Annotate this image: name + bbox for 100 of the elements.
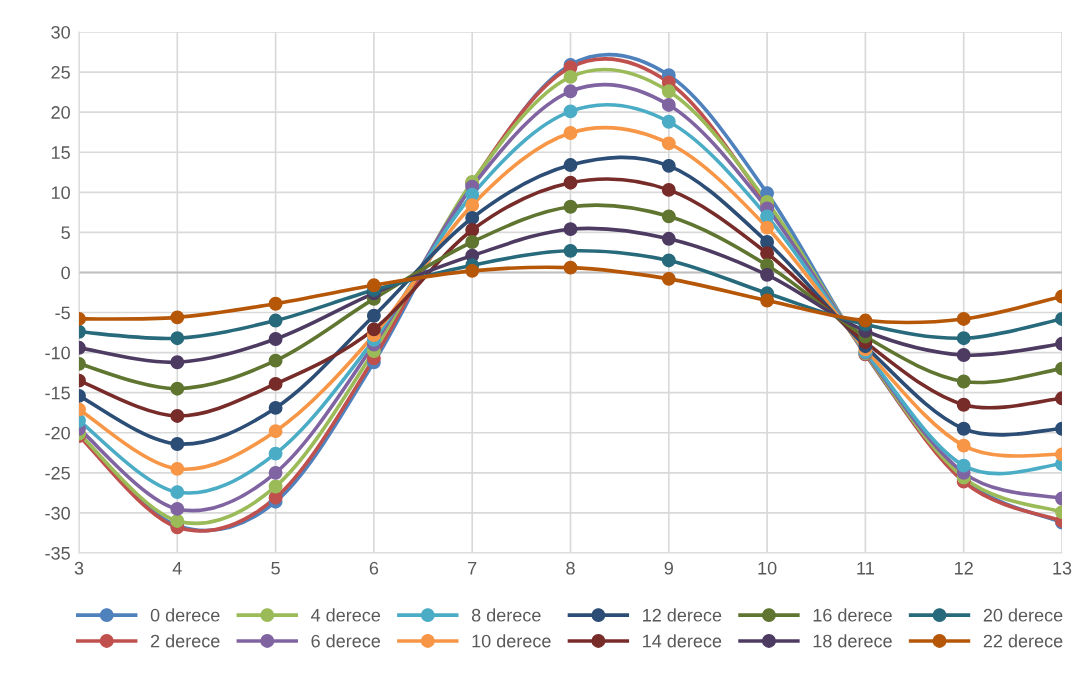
point <box>170 408 185 423</box>
point <box>170 381 185 396</box>
point <box>661 84 676 99</box>
x-tick-label: 8 <box>566 561 575 575</box>
point <box>563 222 578 237</box>
point <box>170 461 185 476</box>
legend-label: 16 derece <box>813 608 892 622</box>
point <box>760 267 775 282</box>
point <box>661 158 676 173</box>
point <box>170 437 185 451</box>
point <box>465 198 480 213</box>
point <box>760 209 775 224</box>
point <box>465 211 480 225</box>
point <box>563 104 578 119</box>
point <box>563 69 578 84</box>
point <box>563 84 578 99</box>
y-tick-label: 0 <box>61 266 70 280</box>
point <box>956 421 971 436</box>
point <box>170 355 185 370</box>
y-tick-label: -35 <box>45 546 70 560</box>
x-tick-label: 5 <box>271 562 280 575</box>
y-tick-label: -15 <box>45 386 70 400</box>
y-tick-label: 15 <box>51 146 70 159</box>
point <box>661 209 676 224</box>
x-tick-label: 7 <box>468 562 477 575</box>
y-tick-label: 25 <box>51 66 70 79</box>
point <box>858 313 873 328</box>
point <box>956 438 971 453</box>
y-tick-label: 20 <box>51 106 70 119</box>
x-tick-label: 9 <box>664 561 673 575</box>
point <box>366 308 381 323</box>
point <box>760 220 775 235</box>
x-tick-label: 4 <box>172 562 182 575</box>
legend-label: 0 derece <box>150 608 220 622</box>
legend-label: 20 derece <box>983 608 1063 622</box>
point <box>268 465 283 480</box>
point <box>268 376 283 391</box>
point <box>170 513 185 528</box>
point <box>170 501 185 516</box>
point <box>563 199 578 214</box>
point <box>563 260 578 275</box>
point <box>956 374 971 389</box>
point <box>170 310 185 325</box>
point <box>170 485 185 500</box>
point <box>268 296 283 311</box>
point <box>465 223 480 237</box>
legend-label: 6 derece <box>311 634 381 648</box>
legend-label: 4 derece <box>311 608 381 622</box>
y-tick-label: 10 <box>51 186 70 200</box>
point <box>268 424 283 439</box>
point <box>268 446 283 461</box>
point <box>366 278 381 293</box>
point <box>563 158 578 173</box>
y-tick-label: -30 <box>45 506 70 520</box>
point <box>563 175 578 190</box>
legend-label: 18 derece <box>813 634 892 648</box>
x-tick-label: 12 <box>955 561 973 575</box>
point <box>661 182 676 197</box>
x-tick-label: 11 <box>857 562 874 575</box>
point <box>956 312 971 326</box>
point <box>956 397 971 412</box>
legend-label: 10 derece <box>472 634 551 648</box>
legend-label: 14 derece <box>643 634 722 648</box>
point <box>760 246 775 261</box>
point <box>956 348 971 362</box>
point <box>563 126 578 140</box>
x-tick-label: 13 <box>1053 561 1072 575</box>
x-tick-label: 3 <box>74 561 84 575</box>
point <box>661 231 676 246</box>
y-tick-label: -10 <box>45 346 70 360</box>
y-tick-label: 30 <box>51 25 70 39</box>
x-tick-label: 6 <box>369 561 379 575</box>
point <box>268 313 283 328</box>
point <box>661 136 676 151</box>
point <box>268 400 283 415</box>
y-tick-label: -20 <box>45 426 70 440</box>
point <box>465 263 480 278</box>
point <box>268 479 283 494</box>
y-tick-label: 5 <box>61 226 70 240</box>
legend-label: 12 derece <box>643 608 722 622</box>
point <box>563 243 578 258</box>
point <box>760 293 775 308</box>
y-tick-label: -5 <box>55 306 70 320</box>
y-tick-label: -25 <box>45 466 70 480</box>
point <box>268 332 283 346</box>
legend-label: 8 derece <box>471 608 541 622</box>
point <box>661 114 676 129</box>
point <box>661 253 676 268</box>
point <box>170 331 185 346</box>
legend-label: 22 derece <box>983 634 1063 648</box>
point <box>465 235 480 249</box>
legend-label: 2 derece <box>150 634 220 648</box>
point <box>956 331 971 346</box>
point <box>661 271 676 286</box>
point <box>760 235 775 249</box>
point <box>661 97 676 112</box>
point <box>956 458 971 473</box>
point <box>268 353 283 368</box>
x-tick-label: 10 <box>758 561 777 575</box>
point <box>366 322 381 337</box>
